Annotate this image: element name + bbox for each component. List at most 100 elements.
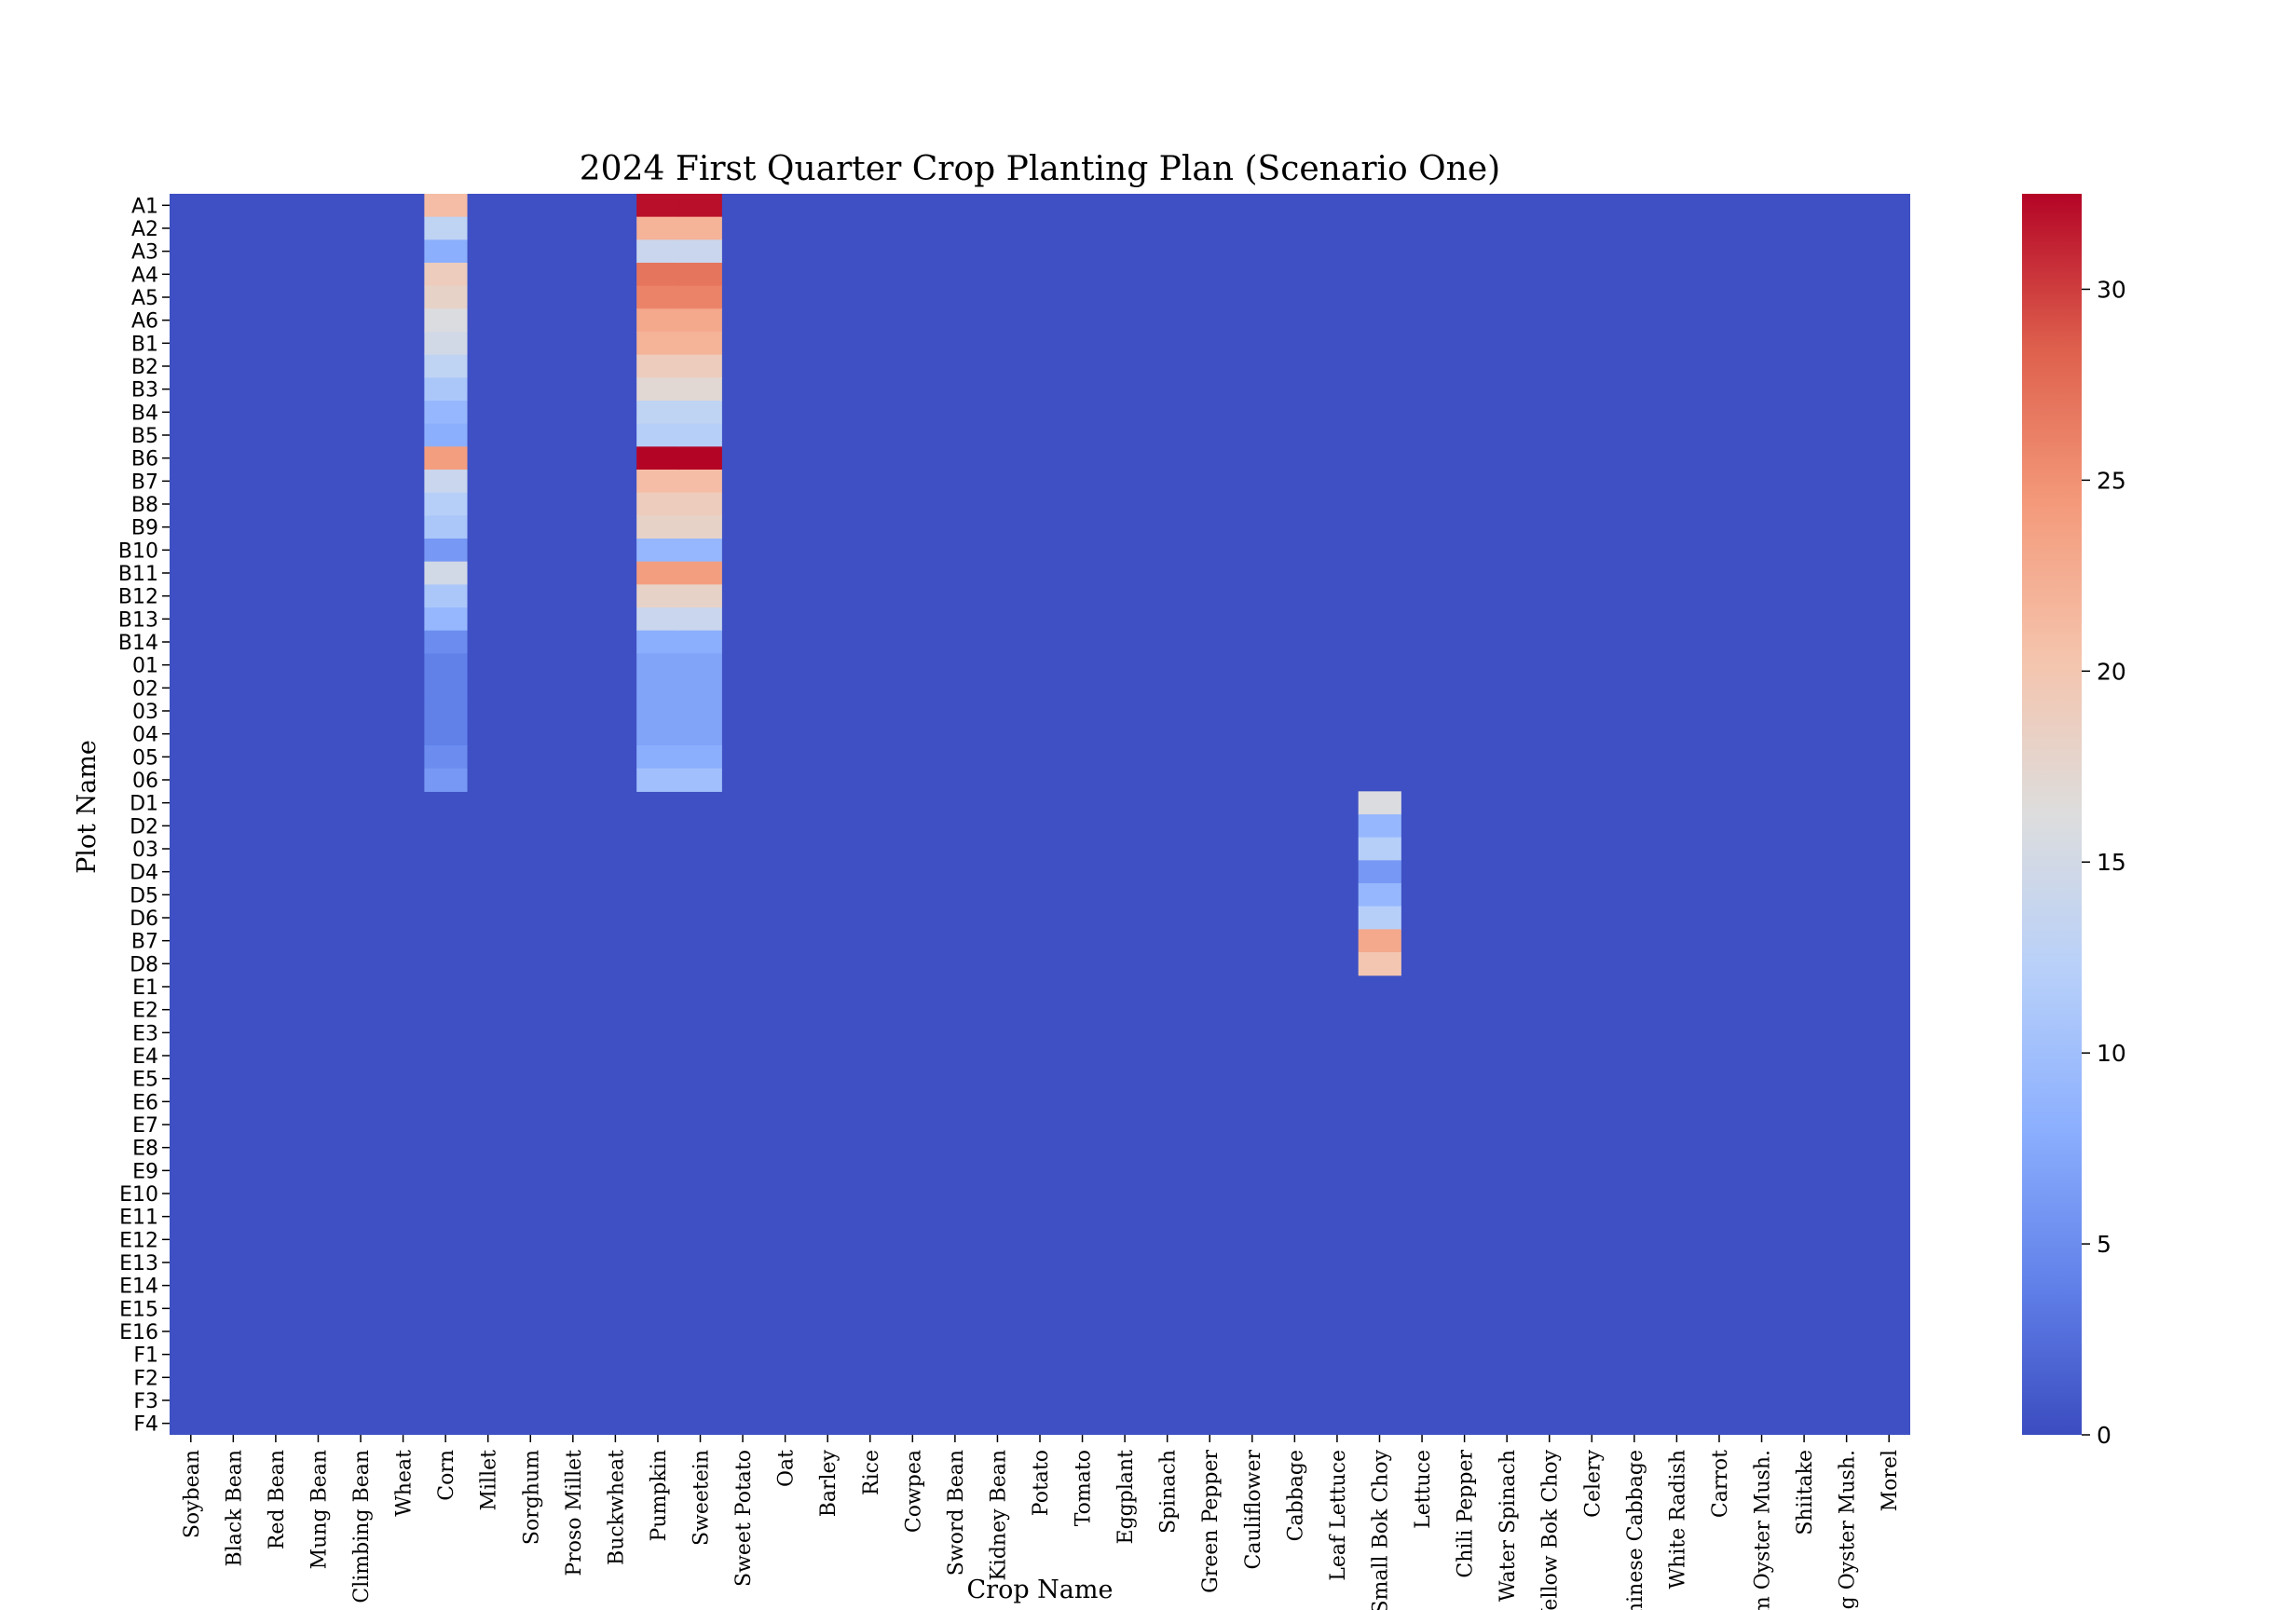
- heatmap-cell: [636, 699, 680, 723]
- y-tick-label: E12: [119, 1229, 158, 1252]
- y-tick-label: E6: [132, 1091, 158, 1114]
- heatmap-cell: [424, 515, 468, 539]
- y-tick-label: D4: [130, 862, 158, 885]
- y-tick-label: 02: [132, 677, 158, 701]
- x-tick-label: Oat: [775, 1450, 799, 1487]
- y-tick-label: D1: [130, 793, 158, 816]
- x-tick-labels: Soybean Black Bean Red Bean Mung Bean Climbi…: [181, 1435, 1902, 1610]
- heatmap-cell: [678, 308, 722, 333]
- y-tick-label: E4: [132, 1045, 158, 1069]
- heatmap-cell: [678, 446, 722, 471]
- heatmap-cell: [678, 539, 722, 563]
- heatmap-cell: [424, 630, 468, 654]
- heatmap-cell: [424, 377, 468, 402]
- x-tick-label: Potato: [1030, 1450, 1053, 1516]
- y-tick-label: A2: [131, 218, 158, 241]
- y-tick-label: 05: [132, 746, 158, 770]
- colorbar-ticks: 0 5 10 15 20 25 30: [2082, 276, 2126, 1449]
- x-tick-label: Pumpkin: [648, 1450, 671, 1541]
- x-tick-label: Black Bean: [223, 1450, 246, 1566]
- x-tick-label: Proso Millet: [563, 1450, 586, 1576]
- x-tick-label: White Radish: [1666, 1450, 1689, 1589]
- y-tick-label: D6: [130, 907, 158, 931]
- y-tick-label: E1: [132, 976, 158, 1000]
- y-tick-label: B2: [131, 356, 158, 379]
- heatmap-cell: [636, 194, 680, 218]
- heatmap-cell: [1358, 952, 1401, 976]
- x-tick-label: Water Spinach: [1496, 1450, 1520, 1602]
- x-tick-label: Morel: [1879, 1450, 1902, 1511]
- y-tick-label: B1: [131, 333, 158, 356]
- x-axis-label: Crop Name: [967, 1576, 1114, 1604]
- x-tick-label: Sweet Potato: [732, 1450, 756, 1587]
- x-tick-label: Wheat: [393, 1450, 417, 1517]
- x-tick-label: Sorghum: [520, 1450, 543, 1545]
- y-tick-label: F2: [133, 1367, 158, 1390]
- heatmap-cell: [678, 630, 722, 654]
- y-tick-label: B13: [118, 608, 158, 632]
- heatmap-cell: [678, 676, 722, 701]
- heatmap-cell: [636, 332, 680, 356]
- heatmap-cell: [636, 515, 680, 539]
- x-tick-label: Yellow Bok Choy: [1539, 1449, 1563, 1610]
- colorbar-tick-label: 30: [2097, 276, 2126, 303]
- y-tick-label: A1: [131, 195, 158, 218]
- heatmap-cell: [424, 285, 468, 309]
- y-tick-label: A3: [131, 241, 158, 265]
- x-tick-label: Chili Pepper: [1455, 1450, 1478, 1578]
- x-tick-label: Millet: [478, 1450, 501, 1511]
- heatmap-cell: [424, 216, 468, 240]
- heatmap-cell: [424, 492, 468, 516]
- heatmap-cell: [1358, 814, 1401, 839]
- colorbar-tick-label: 20: [2097, 658, 2126, 685]
- y-tick-label: B5: [131, 425, 158, 448]
- y-tick-label: B12: [118, 586, 158, 609]
- y-tick-label: D5: [130, 884, 158, 907]
- y-tick-label: E8: [132, 1138, 158, 1161]
- x-tick-label: Rice: [860, 1450, 883, 1495]
- heatmap-cell: [678, 699, 722, 723]
- x-tick-label: Kidney Bean: [987, 1450, 1010, 1581]
- heatmap-cell: [424, 722, 468, 746]
- x-tick-label: Lettuce: [1412, 1450, 1435, 1529]
- heatmap-cell: [636, 401, 680, 425]
- y-tick-label: E10: [119, 1183, 158, 1207]
- heatmap-cell: [424, 539, 468, 563]
- y-tick-label: D8: [130, 953, 158, 976]
- heatmap-cell: [636, 423, 680, 447]
- y-tick-label: B7: [131, 471, 158, 494]
- heatmap-cell: [678, 216, 722, 240]
- heatmap-cell: [424, 699, 468, 723]
- heatmap-cell: [678, 607, 722, 632]
- heatmap-cell: [636, 561, 680, 585]
- y-tick-label: 03: [132, 701, 158, 724]
- y-tick-label: 03: [132, 839, 158, 862]
- heatmap-cell: [678, 470, 722, 494]
- x-tick-label: Mung Bean: [308, 1450, 332, 1569]
- heatmap-cell: [636, 653, 680, 677]
- heatmap-cell: [424, 423, 468, 447]
- heatmap-cell: [678, 285, 722, 309]
- heatmap-cell: [678, 584, 722, 608]
- y-tick-label: E7: [132, 1114, 158, 1138]
- y-tick-label: A4: [131, 264, 158, 287]
- heatmap-cell: [636, 607, 680, 632]
- heatmap-cell: [678, 492, 722, 516]
- y-axis-label: Plot Name: [73, 740, 102, 874]
- heatmap-cell: [1358, 906, 1401, 930]
- heatmap-cells: [170, 194, 1910, 1435]
- y-tick-label: B4: [131, 402, 158, 425]
- heatmap-cell: [678, 401, 722, 425]
- x-tick-label: Soybean: [181, 1450, 204, 1538]
- heatmap-cell: [678, 768, 722, 792]
- y-tick-label: E5: [132, 1069, 158, 1092]
- x-tick-label: Tomato: [1073, 1450, 1096, 1526]
- colorbar-tick-label: 15: [2097, 849, 2126, 876]
- y-tick-labels: A1A2A3A4A5A6B1B2B3B4B5B6B7B8B9B10B11B12B…: [118, 195, 170, 1437]
- heatmap-cell: [424, 584, 468, 608]
- x-tick-label: Cauliflower: [1242, 1450, 1265, 1570]
- heatmap-cell: [636, 239, 680, 264]
- y-tick-label: F4: [133, 1413, 158, 1437]
- y-tick-label: E3: [132, 1022, 158, 1045]
- y-tick-label: D2: [130, 815, 158, 839]
